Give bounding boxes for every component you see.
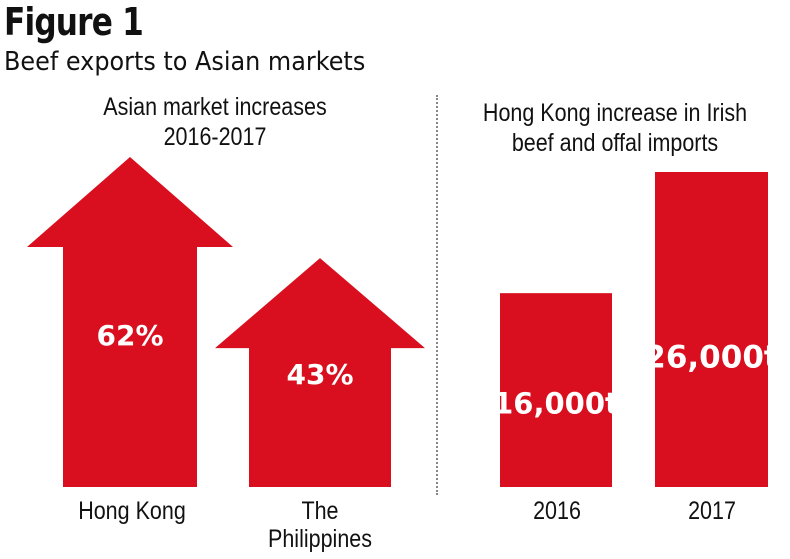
figure-title: Beef exports to Asian markets <box>4 47 366 77</box>
bar-1 <box>655 172 768 487</box>
category-label-hong-kong-line-1: Hong Kong <box>78 497 186 525</box>
category-label-hong-kong: Hong Kong <box>63 497 201 525</box>
category-label-philippines: The Philippines <box>251 497 389 553</box>
figure-label: Figure 1 <box>4 0 144 44</box>
category-label-philippines-line-1: The <box>301 497 339 525</box>
bar-value-label-1: 26,000t <box>644 339 779 375</box>
category-label-2016: 2016 <box>533 497 581 525</box>
arrow-value-label-0: 62% <box>96 319 163 352</box>
arrow-bar-0 <box>27 157 233 487</box>
category-label-2017: 2017 <box>688 497 736 525</box>
right-panel-title-line-2: beef and offal imports <box>511 129 719 157</box>
left-panel-title: Asian market increases 2016-2017 <box>65 92 366 152</box>
arrow-value-label-1: 43% <box>286 358 353 391</box>
panel-divider <box>436 95 438 495</box>
right-panel-title: Hong Kong increase in Irish beef and off… <box>469 98 761 158</box>
left-panel-title-line-1: Asian market increases <box>103 93 327 121</box>
bar-0 <box>500 293 612 487</box>
left-panel-title-line-2: 2016-2017 <box>163 123 267 151</box>
right-panel-title-line-1: Hong Kong increase in Irish <box>482 99 748 127</box>
bar-value-label-0: 16,000t <box>493 386 619 420</box>
category-label-philippines-line-2: Philippines <box>267 525 372 553</box>
arrow-bar-1 <box>215 258 425 487</box>
